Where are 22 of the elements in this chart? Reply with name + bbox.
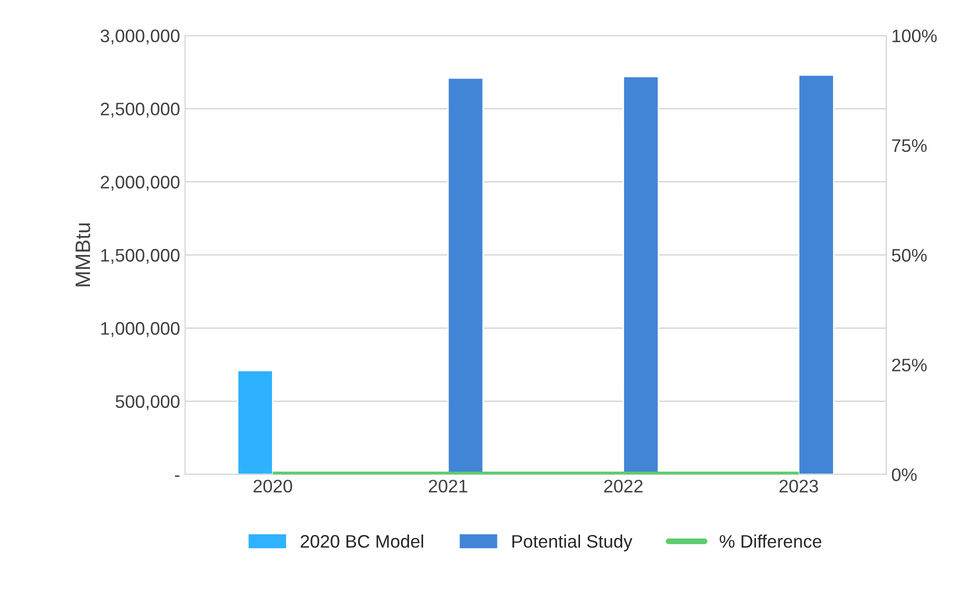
y2-tick-label: 100% (892, 30, 937, 42)
legend-label: % Difference (720, 534, 822, 548)
y2-tick-label: 75% (892, 139, 927, 152)
bar (798, 74, 834, 474)
y-tick-label: 3,000,000 (100, 30, 180, 44)
y-tick-label: - (174, 475, 180, 477)
y-tick-label: 2,500,000 (100, 102, 180, 118)
y2-tick-label: 0% (892, 468, 917, 482)
y2-tick-label: 50% (892, 248, 927, 262)
y-axis-title: MMBtu (76, 223, 90, 286)
legend-label: Potential Study (512, 534, 632, 552)
y-tick-label: 1,500,000 (101, 248, 180, 264)
x-tick-label: 2021 (428, 480, 468, 493)
y-tick-label: 2,000,000 (100, 176, 180, 191)
bar (236, 370, 274, 474)
y-tick-label: 1,000,000 (101, 322, 180, 337)
x-tick-label: 2020 (254, 480, 292, 493)
legend-label: 2020 BC Model (300, 534, 424, 548)
y2-tick-label: 25% (892, 358, 927, 372)
y-tick-label: 500,000 (116, 395, 180, 410)
x-tick-label: 2023 (780, 480, 818, 493)
x-tick-label: 2022 (604, 480, 643, 493)
